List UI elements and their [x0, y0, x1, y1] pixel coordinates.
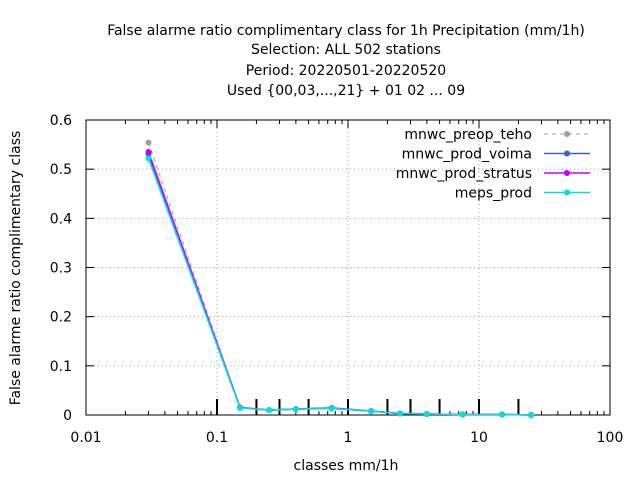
- series-point-meps_prod: [145, 155, 152, 162]
- legend-marker-mnwc_prod_stratus: [564, 170, 570, 176]
- legend: mnwc_preop_teho mnwc_prod_voima mnwc_prod_…: [396, 127, 590, 202]
- legend-marker-meps_prod: [564, 189, 570, 196]
- series-line-mnwc_preop_teho: [148, 142, 532, 416]
- chart-title: False alarme ratio complimentary class f…: [107, 23, 585, 99]
- y-tick-label: 0.1: [50, 359, 72, 375]
- series-point-mnwc_prod_stratus: [145, 148, 152, 155]
- series-point-meps_prod: [292, 406, 299, 413]
- series-point-meps_prod: [237, 405, 244, 412]
- x-tick-label: 0.1: [206, 430, 228, 446]
- legend-marker-mnwc_prod_voima: [564, 150, 570, 157]
- y-tick-label: 0.5: [50, 162, 72, 178]
- series-lines: [145, 139, 535, 418]
- legend-label-meps_prod: meps_prod: [455, 186, 532, 202]
- chart-title-line-3: Period: 20220501-20220520: [246, 63, 446, 79]
- y-tick-label: 0.2: [50, 310, 72, 326]
- series-point-meps_prod: [528, 412, 535, 418]
- y-tick-label: 0.6: [50, 113, 72, 129]
- y-tick-label: 0: [63, 408, 72, 424]
- series-point-meps_prod: [423, 411, 430, 418]
- axis-ticks: 0 0.1 0.2 0.3 0.4 0.5 0.6 0.01 0.1 1 10 100: [50, 113, 624, 446]
- series-point-meps_prod: [459, 411, 466, 418]
- series-point-meps_prod: [397, 410, 404, 417]
- grid: [85, 119, 611, 416]
- legend-marker-mnwc_preop_teho: [564, 131, 570, 137]
- chart-title-line-4: Used {00,03,...,21} + 01 02 ... 09: [227, 83, 465, 99]
- chart-title-line-1: False alarme ratio complimentary class f…: [107, 23, 585, 39]
- x-tick-label: 100: [597, 430, 624, 446]
- series-point-mnwc_preop_teho: [145, 139, 152, 146]
- chart-title-line-2: Selection: ALL 502 stations: [251, 42, 441, 58]
- series-point-meps_prod: [499, 411, 506, 418]
- legend-label-mnwc_prod_voima: mnwc_prod_voima: [402, 147, 532, 163]
- y-tick-label: 0.4: [50, 211, 72, 227]
- y-axis-label: False alarme ratio complimentary class: [8, 131, 24, 406]
- legend-label-mnwc_prod_stratus: mnwc_prod_stratus: [396, 166, 532, 182]
- series-point-meps_prod: [328, 405, 335, 412]
- legend-label-mnwc_preop_teho: mnwc_preop_teho: [404, 127, 532, 143]
- x-axis-label: classes mm/1h: [294, 458, 399, 474]
- x-tick-label: 0.01: [70, 430, 101, 446]
- series-point-meps_prod: [368, 408, 375, 415]
- series-point-meps_prod: [266, 407, 273, 414]
- x-tick-label: 10: [470, 430, 488, 446]
- y-tick-label: 0.3: [50, 261, 72, 277]
- x-tick-label: 1: [344, 430, 353, 446]
